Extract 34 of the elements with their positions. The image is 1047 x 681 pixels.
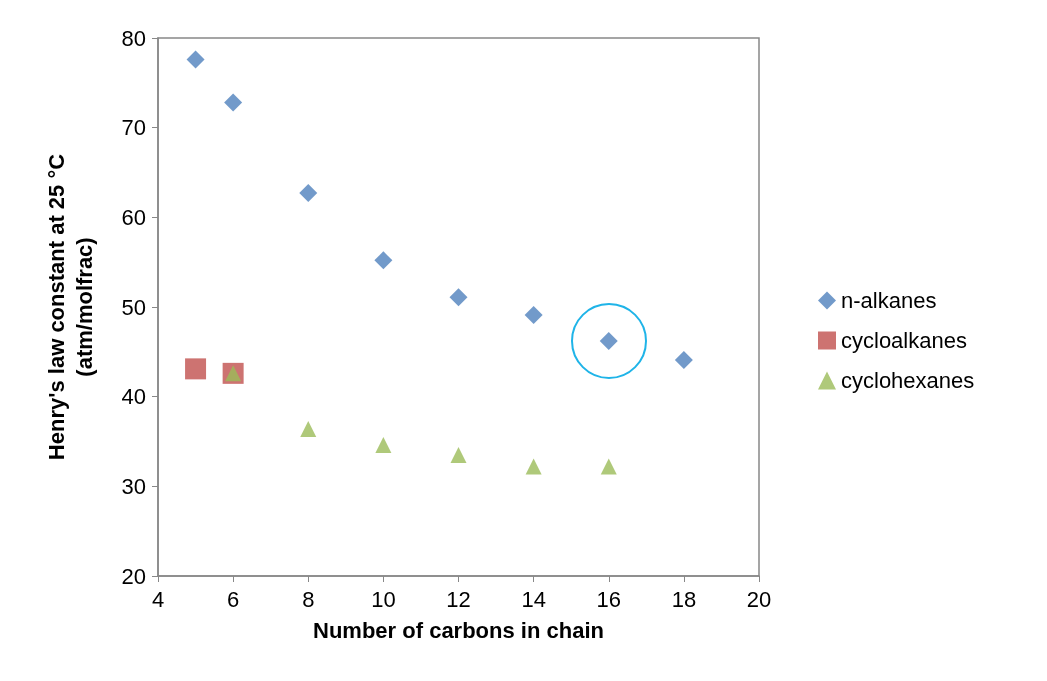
x-tick-label: 20 [746, 586, 772, 612]
point [300, 420, 317, 437]
y-tick-label: 30 [121, 473, 146, 499]
legend-label: n-alkanes [841, 288, 937, 313]
x-tick-label: 12 [446, 586, 471, 612]
point [600, 458, 617, 475]
y-tick-label: 70 [121, 115, 146, 141]
point [375, 437, 392, 454]
x-axis-title: Number of carbons in chain [313, 617, 604, 643]
point [450, 446, 467, 463]
x-tick-label: 4 [151, 586, 165, 612]
y-tick-label: 20 [121, 563, 146, 589]
x-tick-label: 8 [302, 586, 315, 612]
x-tick-label: 6 [227, 586, 240, 612]
point [449, 288, 468, 307]
y-tick-label: 60 [121, 204, 146, 230]
x-tick-label: 10 [371, 586, 396, 612]
y-axis-title: Henry's law constant at 25 °C (atm/molfrac) [43, 153, 97, 461]
x-tick-label: 18 [671, 586, 697, 612]
point [525, 458, 542, 475]
y-tick-label: 40 [121, 384, 146, 410]
point [374, 251, 393, 270]
point [674, 350, 693, 369]
legend-label: cycloalkanes [841, 328, 967, 353]
point [185, 358, 207, 380]
point [524, 306, 543, 325]
point [224, 93, 243, 112]
x-tick-label: 16 [596, 586, 621, 612]
point [186, 50, 205, 69]
legend-label: cyclohexanes [841, 368, 975, 393]
point [299, 184, 318, 203]
y-tick-label: 80 [121, 25, 146, 51]
x-tick-label: 14 [521, 586, 546, 612]
y-tick-label: 50 [121, 294, 146, 320]
